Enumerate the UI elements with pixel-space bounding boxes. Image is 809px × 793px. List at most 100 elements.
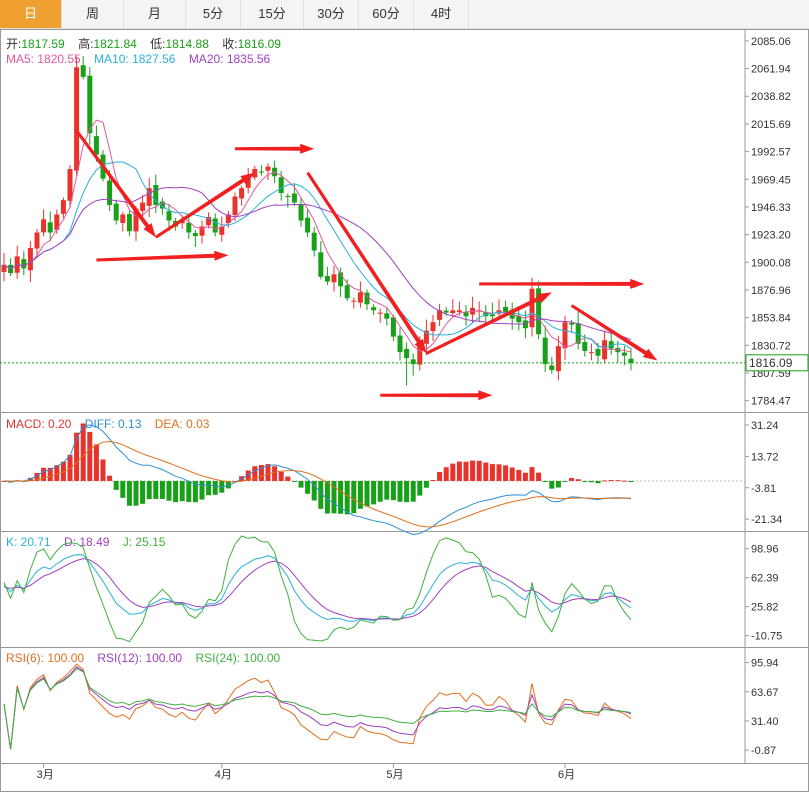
macd-bar	[60, 461, 66, 481]
macd-bar	[140, 480, 146, 504]
rsi6-line	[3, 663, 632, 750]
candle-body	[463, 312, 469, 317]
candle	[377, 308, 383, 323]
trend-arrow	[75, 129, 156, 238]
candle	[522, 310, 528, 339]
macd-bar	[628, 480, 634, 483]
candle-body	[437, 310, 443, 320]
candle-body	[67, 169, 73, 201]
macd-bar	[153, 480, 159, 499]
macd-bar	[272, 466, 278, 481]
candle	[404, 342, 410, 386]
candle-body	[1, 264, 7, 272]
macd-bar	[549, 480, 555, 489]
candle-body	[410, 359, 416, 365]
candle	[192, 230, 198, 248]
macd-bar	[608, 480, 614, 482]
macd-bar	[258, 465, 264, 481]
candle-body	[357, 292, 363, 303]
macd-bar	[245, 470, 251, 481]
macd-bar	[437, 472, 443, 481]
macd-bar	[126, 480, 132, 506]
rsi24-legend: RSI(24): 100.00	[195, 651, 281, 665]
macd-bar	[569, 478, 575, 481]
candle-body	[509, 309, 515, 319]
candle-body	[239, 188, 245, 199]
macd-bar	[595, 480, 601, 484]
macd-tick-label: 13.72	[751, 451, 779, 463]
macd-bar	[278, 471, 284, 481]
macd-bar	[146, 480, 152, 500]
candle	[206, 212, 212, 229]
tab-1[interactable]: 周	[62, 0, 124, 28]
candle-body	[41, 219, 47, 233]
tab-3[interactable]: 5分	[186, 0, 241, 28]
price-tick-label: 1784.47	[751, 396, 791, 408]
candle	[113, 199, 119, 225]
candle-body	[575, 323, 581, 344]
candle-body	[93, 136, 99, 155]
candle-body	[608, 341, 614, 349]
candle-body	[298, 204, 304, 221]
macd-bar	[522, 472, 528, 481]
candle-body	[503, 306, 509, 313]
macd-bar	[509, 467, 515, 481]
candle	[450, 299, 456, 318]
price-tick-label: 2061.94	[751, 64, 791, 76]
tab-4[interactable]: 15分	[241, 0, 304, 28]
macd-tick-label: -3.81	[751, 483, 776, 495]
candle	[608, 331, 614, 355]
candle	[483, 305, 489, 322]
macd-bar	[166, 480, 172, 501]
candle-body	[364, 292, 370, 305]
macd-bar	[410, 480, 416, 502]
candle-body	[80, 65, 86, 77]
macd-bar	[417, 480, 423, 496]
last-price-label: 1816.09	[749, 356, 793, 370]
tab-6[interactable]: 60分	[359, 0, 414, 28]
candle	[311, 227, 317, 257]
tab-2[interactable]: 月	[124, 0, 186, 28]
macd-bar	[463, 461, 469, 481]
macd-bar	[1, 480, 7, 482]
candle	[397, 327, 403, 361]
high-label: 高:	[78, 37, 94, 51]
candle-body	[450, 310, 456, 314]
tab-5[interactable]: 30分	[304, 0, 359, 28]
candle	[239, 185, 245, 206]
candle	[265, 163, 271, 181]
trend-arrow	[96, 250, 229, 262]
candle	[8, 258, 14, 277]
candle-body	[456, 310, 462, 312]
candle	[516, 306, 522, 331]
candle-body	[318, 252, 324, 277]
price-tick-label: 1900.08	[751, 257, 791, 269]
candle-body	[120, 214, 126, 223]
candle-body	[60, 200, 66, 214]
macd-bar	[496, 464, 502, 481]
candle-body	[377, 312, 383, 314]
high-value: 1821.84	[93, 37, 137, 51]
macd-tick-label: 31.24	[751, 420, 779, 432]
candle-body	[443, 310, 449, 313]
candle	[140, 195, 146, 217]
dea-legend: DEA: 0.03	[154, 417, 210, 431]
d-line	[3, 558, 632, 621]
kdj-tick-label: 62.39	[751, 573, 779, 585]
chart-canvas[interactable]: 2085.06 2061.94 2038.82 2015.69 1992.57 1969.…	[0, 29, 809, 793]
candle-body	[159, 201, 165, 209]
kdj-tick-label: -10.75	[751, 631, 782, 643]
macd-bar	[47, 467, 53, 481]
candle-body	[166, 211, 172, 221]
tab-0[interactable]: 日	[0, 0, 62, 28]
candle	[509, 302, 515, 330]
macd-bar	[179, 480, 185, 502]
candle-body	[21, 259, 27, 269]
tab-7[interactable]: 4时	[414, 0, 469, 28]
macd-bar	[93, 444, 99, 481]
rsi-tick-label: 31.40	[751, 716, 779, 728]
candle-body	[199, 226, 205, 236]
macd-bar	[285, 476, 291, 481]
candle-body	[404, 348, 410, 359]
trend-arrow	[425, 292, 552, 355]
